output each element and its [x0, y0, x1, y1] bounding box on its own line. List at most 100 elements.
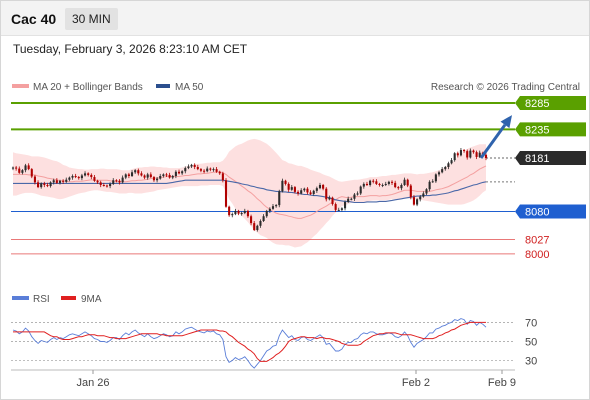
candle-body: [99, 182, 102, 185]
pivot-tag-label-8080: 8080: [525, 206, 549, 218]
candle-body: [390, 181, 394, 183]
candle-body: [447, 163, 450, 167]
header-bar: Cac 40 30 MIN: [1, 1, 589, 36]
candle-body: [375, 181, 378, 184]
candle-body: [162, 174, 165, 176]
candle-body: [315, 188, 318, 191]
candle-body: [215, 169, 218, 172]
candle-body: [52, 180, 55, 183]
candle-body: [340, 208, 343, 210]
candle-body: [365, 183, 369, 185]
candle-body: [306, 188, 309, 193]
candle-body: [115, 180, 118, 182]
resistance-tag-8285: [515, 95, 586, 110]
candle-body: [469, 150, 472, 158]
candle-body: [55, 180, 58, 183]
candle-body: [93, 177, 96, 181]
candle-body: [21, 170, 24, 173]
support-label-8027: 8027: [525, 235, 549, 247]
bollinger-legend-swatch: [12, 84, 29, 88]
candle-body: [112, 180, 115, 184]
candle-body: [284, 180, 287, 184]
candle-body: [325, 188, 328, 200]
forecast-arrow-layer: [479, 115, 512, 159]
candle-body: [278, 191, 281, 206]
candle-body: [121, 177, 124, 183]
candle-body: [309, 192, 312, 194]
candle-body: [237, 210, 240, 214]
candle-body: [140, 173, 143, 176]
candle-body: [422, 193, 425, 197]
candle-body: [275, 205, 278, 207]
candle-body: [437, 172, 441, 175]
pivot-tag-8080: [515, 204, 586, 219]
candle-body: [425, 189, 428, 194]
candle-body: [43, 183, 46, 185]
x-tick-label: Jan 26: [76, 377, 109, 389]
candle-body: [287, 183, 290, 190]
forecast-arrow-shaft: [479, 123, 507, 159]
candle-body: [356, 193, 359, 195]
candle-body: [156, 178, 159, 181]
candle-body: [466, 151, 469, 158]
candle-body: [353, 194, 356, 199]
candle-body: [240, 213, 243, 215]
candle-body: [199, 169, 202, 171]
candle-body: [77, 177, 80, 179]
candle-body: [334, 204, 337, 210]
candle-body: [105, 185, 109, 187]
candle-body: [318, 185, 322, 189]
candle-body: [444, 167, 447, 170]
candle-body: [431, 181, 434, 183]
candle-body: [27, 165, 30, 170]
candle-body: [453, 153, 456, 161]
candle-body: [256, 225, 259, 230]
candle-body: [441, 169, 444, 173]
candle-body: [24, 165, 27, 171]
rsi-layer: 70 50 30: [11, 317, 537, 369]
forecast-arrow-head: [500, 115, 512, 129]
candle-body: [347, 198, 350, 202]
candle-body: [168, 174, 171, 178]
candle-body: [484, 154, 488, 158]
candle-body: [322, 185, 325, 189]
rsi-legend-label: RSI: [33, 294, 50, 305]
candle-body: [246, 210, 249, 217]
candle-body: [362, 183, 365, 187]
candle-body: [15, 167, 18, 169]
candle-body: [459, 150, 462, 156]
candle-body: [118, 180, 121, 183]
x-tick-label: Feb 2: [402, 377, 430, 389]
candle-body: [268, 208, 271, 211]
candle-body: [303, 188, 306, 191]
candle-body: [190, 164, 193, 167]
candle-body: [259, 221, 262, 226]
candle-body: [33, 176, 36, 183]
bollinger-band-layer: [13, 138, 486, 248]
ma50-legend-swatch: [156, 84, 170, 88]
rsi-tick-70: 70: [525, 317, 537, 329]
moving-average-layer: [13, 165, 487, 219]
candle-body: [359, 186, 362, 194]
level-tags-layer: 8285 8235 8181 8080 8027 8000: [515, 95, 586, 261]
candle-body: [406, 179, 409, 186]
candle-body: [293, 187, 296, 192]
rsi-legend-swatch: [12, 296, 29, 300]
candle-body: [243, 210, 246, 214]
x-tick-label: Feb 9: [488, 377, 516, 389]
chart-timestamp: Tuesday, February 3, 2026 8:23:10 AM CET: [13, 42, 248, 56]
ma50-line: [13, 179, 487, 204]
candle-body: [58, 180, 62, 183]
ma20-line: [13, 165, 487, 219]
research-credit: Research © 2026 Trading Central: [431, 82, 580, 93]
rsi-tick-30: 30: [525, 355, 537, 367]
timeframe-badge[interactable]: 30 MIN: [65, 8, 118, 30]
candle-body: [228, 206, 231, 216]
candle-body: [331, 197, 334, 205]
candle-body: [102, 185, 105, 186]
candle-body: [80, 175, 83, 179]
candle-body: [434, 174, 437, 182]
candle-body: [184, 168, 187, 172]
candle-body: [372, 180, 375, 182]
